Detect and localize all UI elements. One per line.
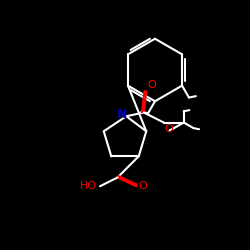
Text: O: O [164, 124, 173, 134]
Text: O: O [138, 181, 147, 191]
Text: HO: HO [80, 181, 97, 191]
Text: N: N [116, 108, 127, 122]
Text: O: O [148, 80, 156, 90]
